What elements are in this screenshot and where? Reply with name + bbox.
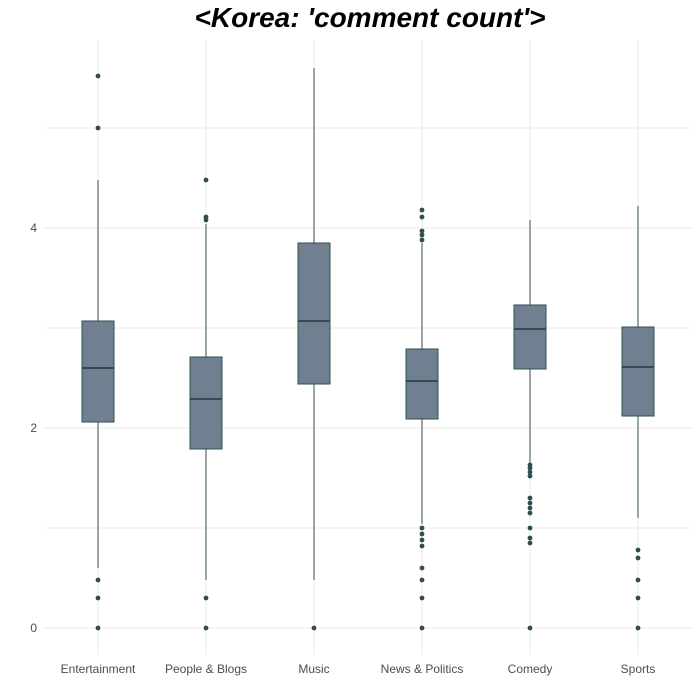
box-iqr (621, 326, 655, 417)
outlier-point (95, 577, 101, 583)
y-tick-label: 2 (30, 421, 37, 435)
outlier-point (203, 595, 209, 601)
y-tick-label: 0 (30, 621, 37, 635)
y-tick-label: 4 (30, 221, 37, 235)
outlier-point (419, 237, 425, 243)
outlier-point (635, 555, 641, 561)
outlier-point (527, 473, 533, 479)
outlier-point (419, 207, 425, 213)
outlier-point (527, 500, 533, 506)
outlier-point (635, 547, 641, 553)
box-iqr (513, 304, 547, 370)
outlier-point (527, 462, 533, 468)
outlier-point (311, 625, 317, 631)
box-iqr (81, 320, 115, 423)
x-tick-label: Entertainment (61, 662, 136, 676)
outlier-point (419, 214, 425, 220)
x-tick-label: Comedy (508, 662, 553, 676)
outlier-point (419, 565, 425, 571)
outlier-point (635, 595, 641, 601)
outlier-point (635, 625, 641, 631)
box-iqr (405, 348, 439, 420)
outlier-point (95, 125, 101, 131)
outlier-point (419, 543, 425, 549)
x-tick-label: Music (298, 662, 329, 676)
box-iqr (189, 356, 223, 450)
outlier-point (419, 531, 425, 537)
outlier-point (527, 505, 533, 511)
x-tick-label: People & Blogs (165, 662, 247, 676)
outlier-point (527, 495, 533, 501)
chart-title: <Korea: 'comment count'> (194, 2, 546, 33)
outlier-point (419, 232, 425, 238)
outlier-point (419, 525, 425, 531)
outlier-point (419, 537, 425, 543)
outlier-point (635, 577, 641, 583)
outlier-point (527, 510, 533, 516)
outlier-point (527, 469, 533, 475)
outlier-point (527, 540, 533, 546)
outlier-point (95, 73, 101, 79)
outlier-point (419, 595, 425, 601)
x-tick-label: News & Politics (381, 662, 464, 676)
outlier-point (203, 214, 209, 220)
outlier-point (527, 525, 533, 531)
outlier-point (419, 577, 425, 583)
outlier-point (527, 625, 533, 631)
x-tick-label: Sports (621, 662, 656, 676)
box-iqr (297, 242, 331, 385)
outlier-point (203, 177, 209, 183)
outlier-point (419, 625, 425, 631)
outlier-point (419, 228, 425, 234)
outlier-point (95, 595, 101, 601)
outlier-point (527, 535, 533, 541)
outlier-point (95, 625, 101, 631)
outlier-point (203, 625, 209, 631)
